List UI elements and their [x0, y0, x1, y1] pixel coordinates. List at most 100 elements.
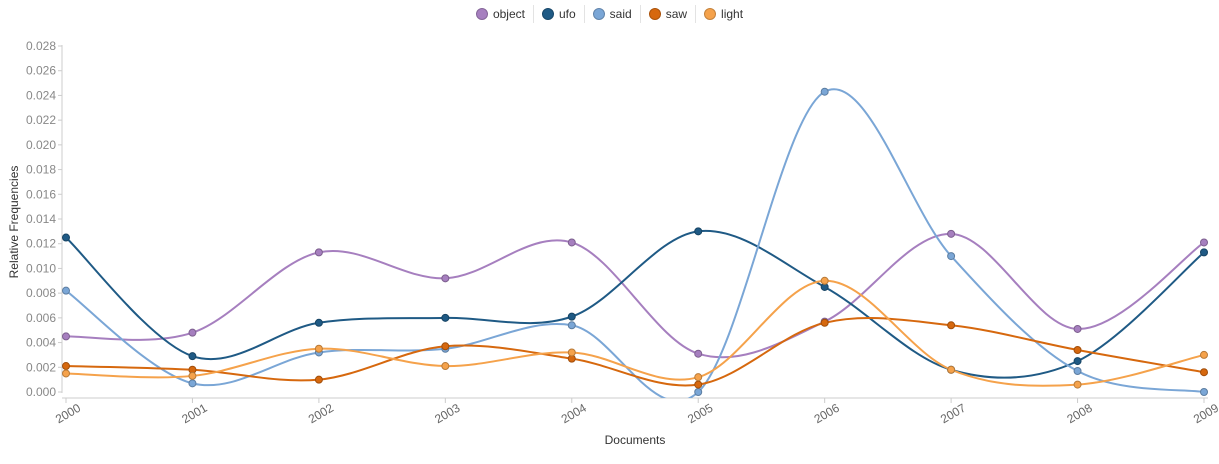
legend-item-object[interactable]: object — [468, 5, 533, 23]
legend-label: said — [609, 7, 632, 21]
series-line-light — [65, 279, 1205, 387]
y-tick-label: 0.014 — [26, 212, 56, 226]
data-point-said[interactable] — [1073, 366, 1082, 375]
legend-item-light[interactable]: light — [695, 5, 751, 23]
x-tick-label: 2002 — [306, 401, 336, 427]
y-axis-label: Relative Frequencies — [7, 166, 21, 279]
legend-item-saw[interactable]: saw — [639, 5, 695, 23]
series-said — [62, 87, 1208, 398]
data-point-saw[interactable] — [1073, 345, 1082, 354]
legend-label: light — [721, 7, 744, 21]
series-line-saw — [65, 317, 1205, 387]
data-point-said[interactable] — [694, 388, 703, 396]
series-saw — [62, 317, 1208, 389]
y-tick-label: 0.010 — [26, 261, 56, 275]
data-point-light[interactable] — [314, 344, 323, 353]
data-point-said[interactable] — [947, 252, 956, 261]
data-point-ufo[interactable] — [694, 227, 703, 236]
y-tick-label: 0.000 — [26, 385, 56, 399]
series-light — [62, 276, 1208, 389]
legend-swatch — [648, 8, 661, 20]
y-tick-label: 0.004 — [26, 336, 56, 350]
data-point-saw[interactable] — [1200, 368, 1208, 377]
data-point-saw[interactable] — [314, 375, 323, 384]
data-point-said[interactable] — [62, 286, 70, 295]
data-point-ufo[interactable] — [1200, 248, 1208, 257]
data-point-saw[interactable] — [820, 318, 829, 327]
x-tick-label: 2005 — [685, 401, 715, 427]
x-tick-label: 2004 — [559, 401, 589, 427]
x-tick-label: 2000 — [53, 401, 83, 427]
x-tick-label: 2001 — [179, 401, 209, 427]
data-point-said[interactable] — [820, 87, 829, 96]
data-point-object[interactable] — [1200, 238, 1208, 247]
data-point-light[interactable] — [694, 373, 703, 382]
data-point-object[interactable] — [947, 229, 956, 238]
data-point-light[interactable] — [820, 276, 829, 285]
data-point-light[interactable] — [188, 371, 197, 380]
legend-swatch — [704, 8, 717, 20]
legend-label: ufo — [558, 7, 576, 21]
data-point-object[interactable] — [314, 248, 323, 257]
series-object — [62, 229, 1208, 359]
series-line-said — [65, 88, 1205, 398]
y-tick-label: 0.008 — [26, 286, 56, 300]
data-point-light[interactable] — [947, 365, 956, 374]
x-tick-label: 2008 — [1064, 401, 1094, 427]
data-point-saw[interactable] — [441, 342, 450, 351]
x-tick-label: 2003 — [432, 401, 462, 427]
y-axis: 0.000 0.002 0.004 0.006 0.008 0.010 0.012 0.014… — [7, 39, 63, 399]
legend-label: object — [492, 7, 525, 21]
x-tick-label: 2007 — [938, 401, 968, 427]
data-point-said[interactable] — [1200, 388, 1208, 396]
data-point-object[interactable] — [62, 332, 70, 341]
data-point-light[interactable] — [1200, 350, 1208, 359]
data-point-object[interactable] — [694, 349, 703, 358]
legend-swatch — [541, 8, 554, 20]
data-point-ufo[interactable] — [567, 312, 576, 321]
legend: object ufo said saw light — [0, 5, 1219, 23]
legend-item-said[interactable]: said — [583, 5, 640, 23]
legend-item-ufo[interactable]: ufo — [532, 5, 584, 23]
x-axis-label: Documents — [605, 433, 666, 447]
data-point-ufo[interactable] — [314, 318, 323, 327]
y-tick-label: 0.012 — [26, 237, 56, 251]
x-tick-label: 2009 — [1191, 401, 1219, 427]
y-tick-label: 0.024 — [26, 88, 56, 102]
data-point-said[interactable] — [567, 321, 576, 330]
data-point-object[interactable] — [188, 328, 197, 337]
series-line-ufo — [65, 229, 1205, 379]
y-tick-label: 0.016 — [26, 187, 56, 201]
data-point-ufo[interactable] — [441, 313, 450, 322]
legend-swatch — [475, 8, 488, 20]
data-point-light[interactable] — [567, 348, 576, 357]
x-tick-label: 2006 — [812, 401, 842, 427]
series-line-object — [65, 232, 1205, 359]
data-point-ufo[interactable] — [62, 233, 70, 242]
y-tick-label: 0.026 — [26, 64, 56, 78]
y-tick-label: 0.018 — [26, 163, 56, 177]
y-tick-label: 0.002 — [26, 360, 56, 374]
data-point-said[interactable] — [188, 379, 197, 388]
data-point-object[interactable] — [1073, 324, 1082, 333]
data-point-saw[interactable] — [62, 362, 70, 371]
data-point-object[interactable] — [441, 274, 450, 283]
y-tick-label: 0.028 — [26, 39, 56, 53]
y-tick-label: 0.006 — [26, 311, 56, 325]
legend-label: saw — [665, 7, 688, 21]
y-tick-label: 0.022 — [26, 113, 56, 127]
data-point-object[interactable] — [567, 238, 576, 247]
data-point-light[interactable] — [1073, 380, 1082, 389]
series-ufo — [62, 227, 1208, 379]
y-tick-label: 0.020 — [26, 138, 56, 152]
legend-swatch — [592, 8, 605, 20]
data-point-light[interactable] — [62, 369, 70, 378]
data-point-ufo[interactable] — [1073, 357, 1082, 366]
data-point-ufo[interactable] — [188, 352, 197, 361]
x-axis: 2000 2001 2002 2003 2004 2005 2006 2007 2008 2009… — [53, 397, 1219, 447]
data-point-saw[interactable] — [694, 380, 703, 389]
data-point-light[interactable] — [441, 362, 450, 371]
data-point-saw[interactable] — [947, 321, 956, 330]
